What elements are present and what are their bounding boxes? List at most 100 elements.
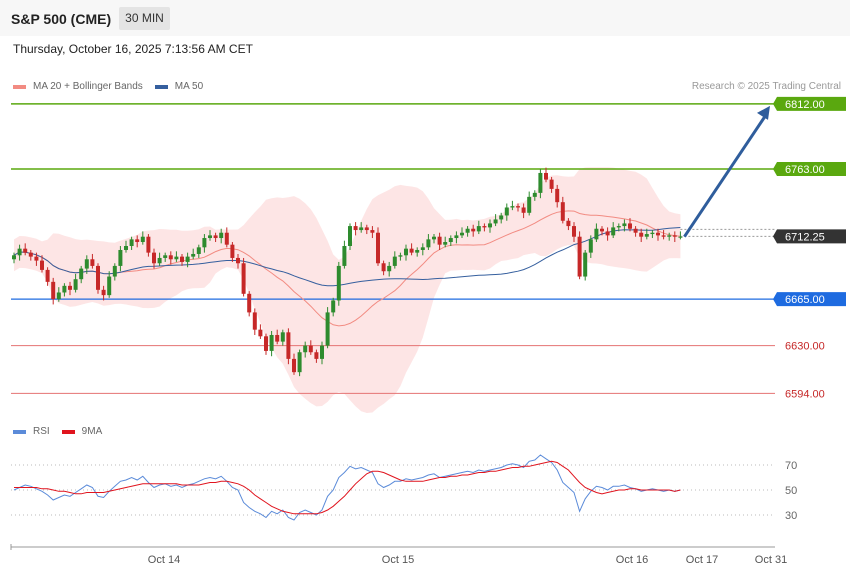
- candle: [191, 253, 196, 257]
- candle: [359, 227, 364, 231]
- x-tick-label-3: Oct 17: [686, 554, 718, 566]
- candle: [308, 345, 313, 353]
- candle: [129, 239, 134, 246]
- candle: [84, 259, 89, 269]
- candle: [387, 265, 392, 272]
- candle: [56, 292, 61, 300]
- candle: [269, 334, 274, 351]
- candle: [404, 248, 408, 256]
- candle: [275, 334, 280, 342]
- candle: [252, 312, 257, 330]
- level-tag-2: [773, 229, 846, 244]
- candle: [644, 234, 649, 237]
- candle: [68, 285, 72, 290]
- legend-label-rsi: RSI: [33, 426, 50, 437]
- level-label-1: 6763.00: [785, 164, 825, 176]
- rsi-series-rsi: [13, 454, 681, 521]
- candle: [353, 226, 358, 231]
- candle: [241, 263, 246, 294]
- candle: [560, 202, 565, 221]
- candle: [12, 255, 16, 260]
- candle: [527, 196, 532, 213]
- level-label-4: 6630.00: [785, 341, 825, 353]
- candle: [258, 329, 263, 337]
- candle: [180, 256, 184, 262]
- timeframe-button[interactable]: 30 MIN: [119, 7, 170, 30]
- candle: [465, 228, 470, 233]
- candle: [538, 172, 543, 193]
- candle: [516, 206, 520, 208]
- projection-arrow-head: [757, 105, 770, 120]
- candle: [208, 235, 212, 239]
- legend-label-ma20: MA 20 + Bollinger Bands: [33, 81, 143, 92]
- candle: [471, 228, 476, 232]
- candle: [297, 352, 302, 373]
- candle: [196, 247, 201, 254]
- candle: [521, 207, 526, 213]
- price-legend: MA 20 + Bollinger Bands MA 50: [13, 81, 215, 92]
- candle: [493, 219, 498, 224]
- candles: [12, 167, 683, 377]
- candle: [224, 232, 229, 245]
- legend-swatch-rsi: [13, 429, 26, 434]
- level-tag-1: [773, 161, 846, 176]
- rsi-legend: RSI 9MA: [13, 426, 114, 437]
- candle: [247, 293, 252, 313]
- candle: [135, 239, 140, 243]
- candle: [303, 345, 308, 353]
- candle: [90, 259, 95, 266]
- chart-header: S&P 500 (CME) 30 MIN: [0, 0, 850, 36]
- chart-datetime: Thursday, October 16, 2025 7:13:56 AM CE…: [13, 42, 253, 56]
- candle: [409, 248, 414, 253]
- candle: [420, 247, 425, 250]
- candle: [17, 248, 22, 256]
- candle: [331, 300, 336, 313]
- candle: [336, 265, 341, 301]
- rsi-tick-label-70: 70: [785, 460, 797, 472]
- candle: [555, 188, 560, 203]
- candle: [488, 223, 492, 228]
- candle: [549, 179, 554, 189]
- candle: [118, 249, 123, 266]
- copyright-text: Research © 2025 Trading Central: [691, 81, 841, 92]
- candle: [230, 244, 235, 258]
- candle: [146, 236, 151, 253]
- candle: [600, 228, 604, 232]
- level-label-3: 6665.00: [785, 294, 825, 306]
- candle: [107, 276, 112, 296]
- candle: [656, 232, 660, 236]
- candle: [51, 281, 56, 300]
- rsi-series-9ma: [14, 460, 681, 515]
- rsi-tick-label-50: 50: [785, 485, 797, 497]
- candle: [443, 242, 448, 245]
- candle: [667, 235, 672, 237]
- candle: [661, 235, 666, 237]
- candle: [510, 206, 515, 208]
- candle: [454, 235, 459, 239]
- candle: [152, 252, 156, 264]
- candle: [594, 228, 599, 240]
- level-tag-0: [773, 96, 846, 111]
- candle: [28, 252, 33, 257]
- candle: [678, 236, 683, 238]
- candle: [544, 172, 548, 180]
- candle: [140, 236, 145, 243]
- candle: [219, 232, 224, 239]
- candle: [157, 257, 162, 264]
- candle: [392, 256, 397, 266]
- candle: [40, 260, 44, 270]
- candle: [325, 312, 330, 346]
- x-tick-label-1: Oct 15: [382, 554, 414, 566]
- level-label-5: 6594.00: [785, 388, 825, 400]
- legend-item-9ma: 9MA: [61, 426, 102, 437]
- candle: [320, 345, 324, 359]
- legend-item-ma50: MA 50: [154, 81, 204, 92]
- legend-item-ma20: MA 20 + Bollinger Bands: [13, 81, 143, 92]
- candle: [577, 236, 582, 277]
- level-tag-3: [773, 292, 846, 307]
- legend-label-ma50: MA 50: [174, 81, 204, 92]
- candle: [264, 336, 268, 351]
- x-tick-label-0: Oct 14: [148, 554, 180, 566]
- candle: [185, 256, 190, 262]
